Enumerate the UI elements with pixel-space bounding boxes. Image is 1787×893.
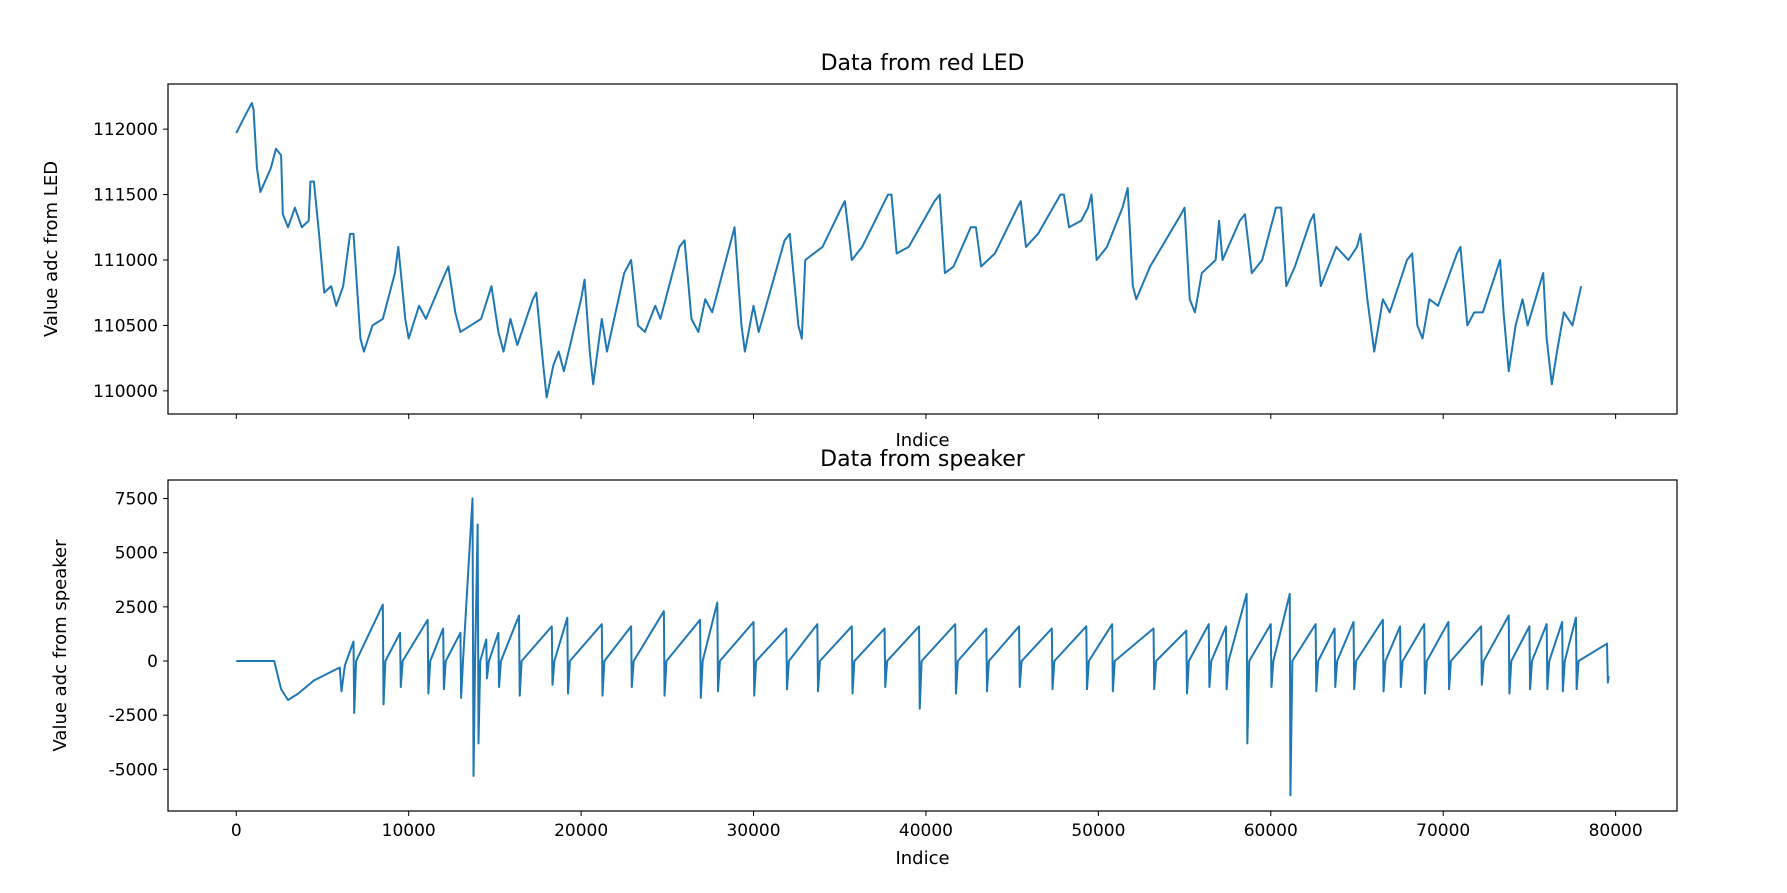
x-tick-label: 30000 bbox=[726, 821, 780, 841]
plot-frame bbox=[167, 83, 1678, 415]
data-line bbox=[236, 497, 1610, 797]
x-tick-label: 0 bbox=[231, 821, 242, 841]
y-tick-label: 110000 bbox=[93, 382, 158, 402]
y-tick-label: 111500 bbox=[93, 186, 158, 206]
y-tick-label: 0 bbox=[147, 652, 158, 672]
x-tick-label: 70000 bbox=[1416, 821, 1470, 841]
y-tick-label: -5000 bbox=[109, 760, 158, 780]
x-tick-label: 60000 bbox=[1244, 821, 1298, 841]
x-axis-label: Indice bbox=[895, 848, 949, 869]
x-tick-label: 80000 bbox=[1589, 821, 1643, 841]
x-tick-label: 40000 bbox=[899, 821, 953, 841]
x-tick-label: 20000 bbox=[554, 821, 608, 841]
y-tick-label: 112000 bbox=[93, 120, 158, 140]
y-tick-label: 2500 bbox=[115, 598, 158, 618]
y-tick-label: -2500 bbox=[109, 706, 158, 726]
data-line bbox=[235, 101, 1583, 399]
x-tick-label: 50000 bbox=[1071, 821, 1125, 841]
x-tick-label: 10000 bbox=[382, 821, 436, 841]
y-tick-label: 111000 bbox=[93, 251, 158, 271]
y-tick-label: 7500 bbox=[115, 490, 158, 510]
plot-frame bbox=[167, 479, 1678, 812]
y-axis-label: Value adc from LED bbox=[41, 161, 62, 337]
chart-title: Data from speaker bbox=[820, 447, 1026, 472]
y-axis-label: Value adc from speaker bbox=[50, 539, 71, 752]
y-tick-label: 110500 bbox=[93, 316, 158, 336]
chart-title: Data from red LED bbox=[821, 51, 1025, 76]
y-tick-label: 5000 bbox=[115, 544, 158, 564]
x-axis-label: Indice bbox=[895, 430, 949, 451]
